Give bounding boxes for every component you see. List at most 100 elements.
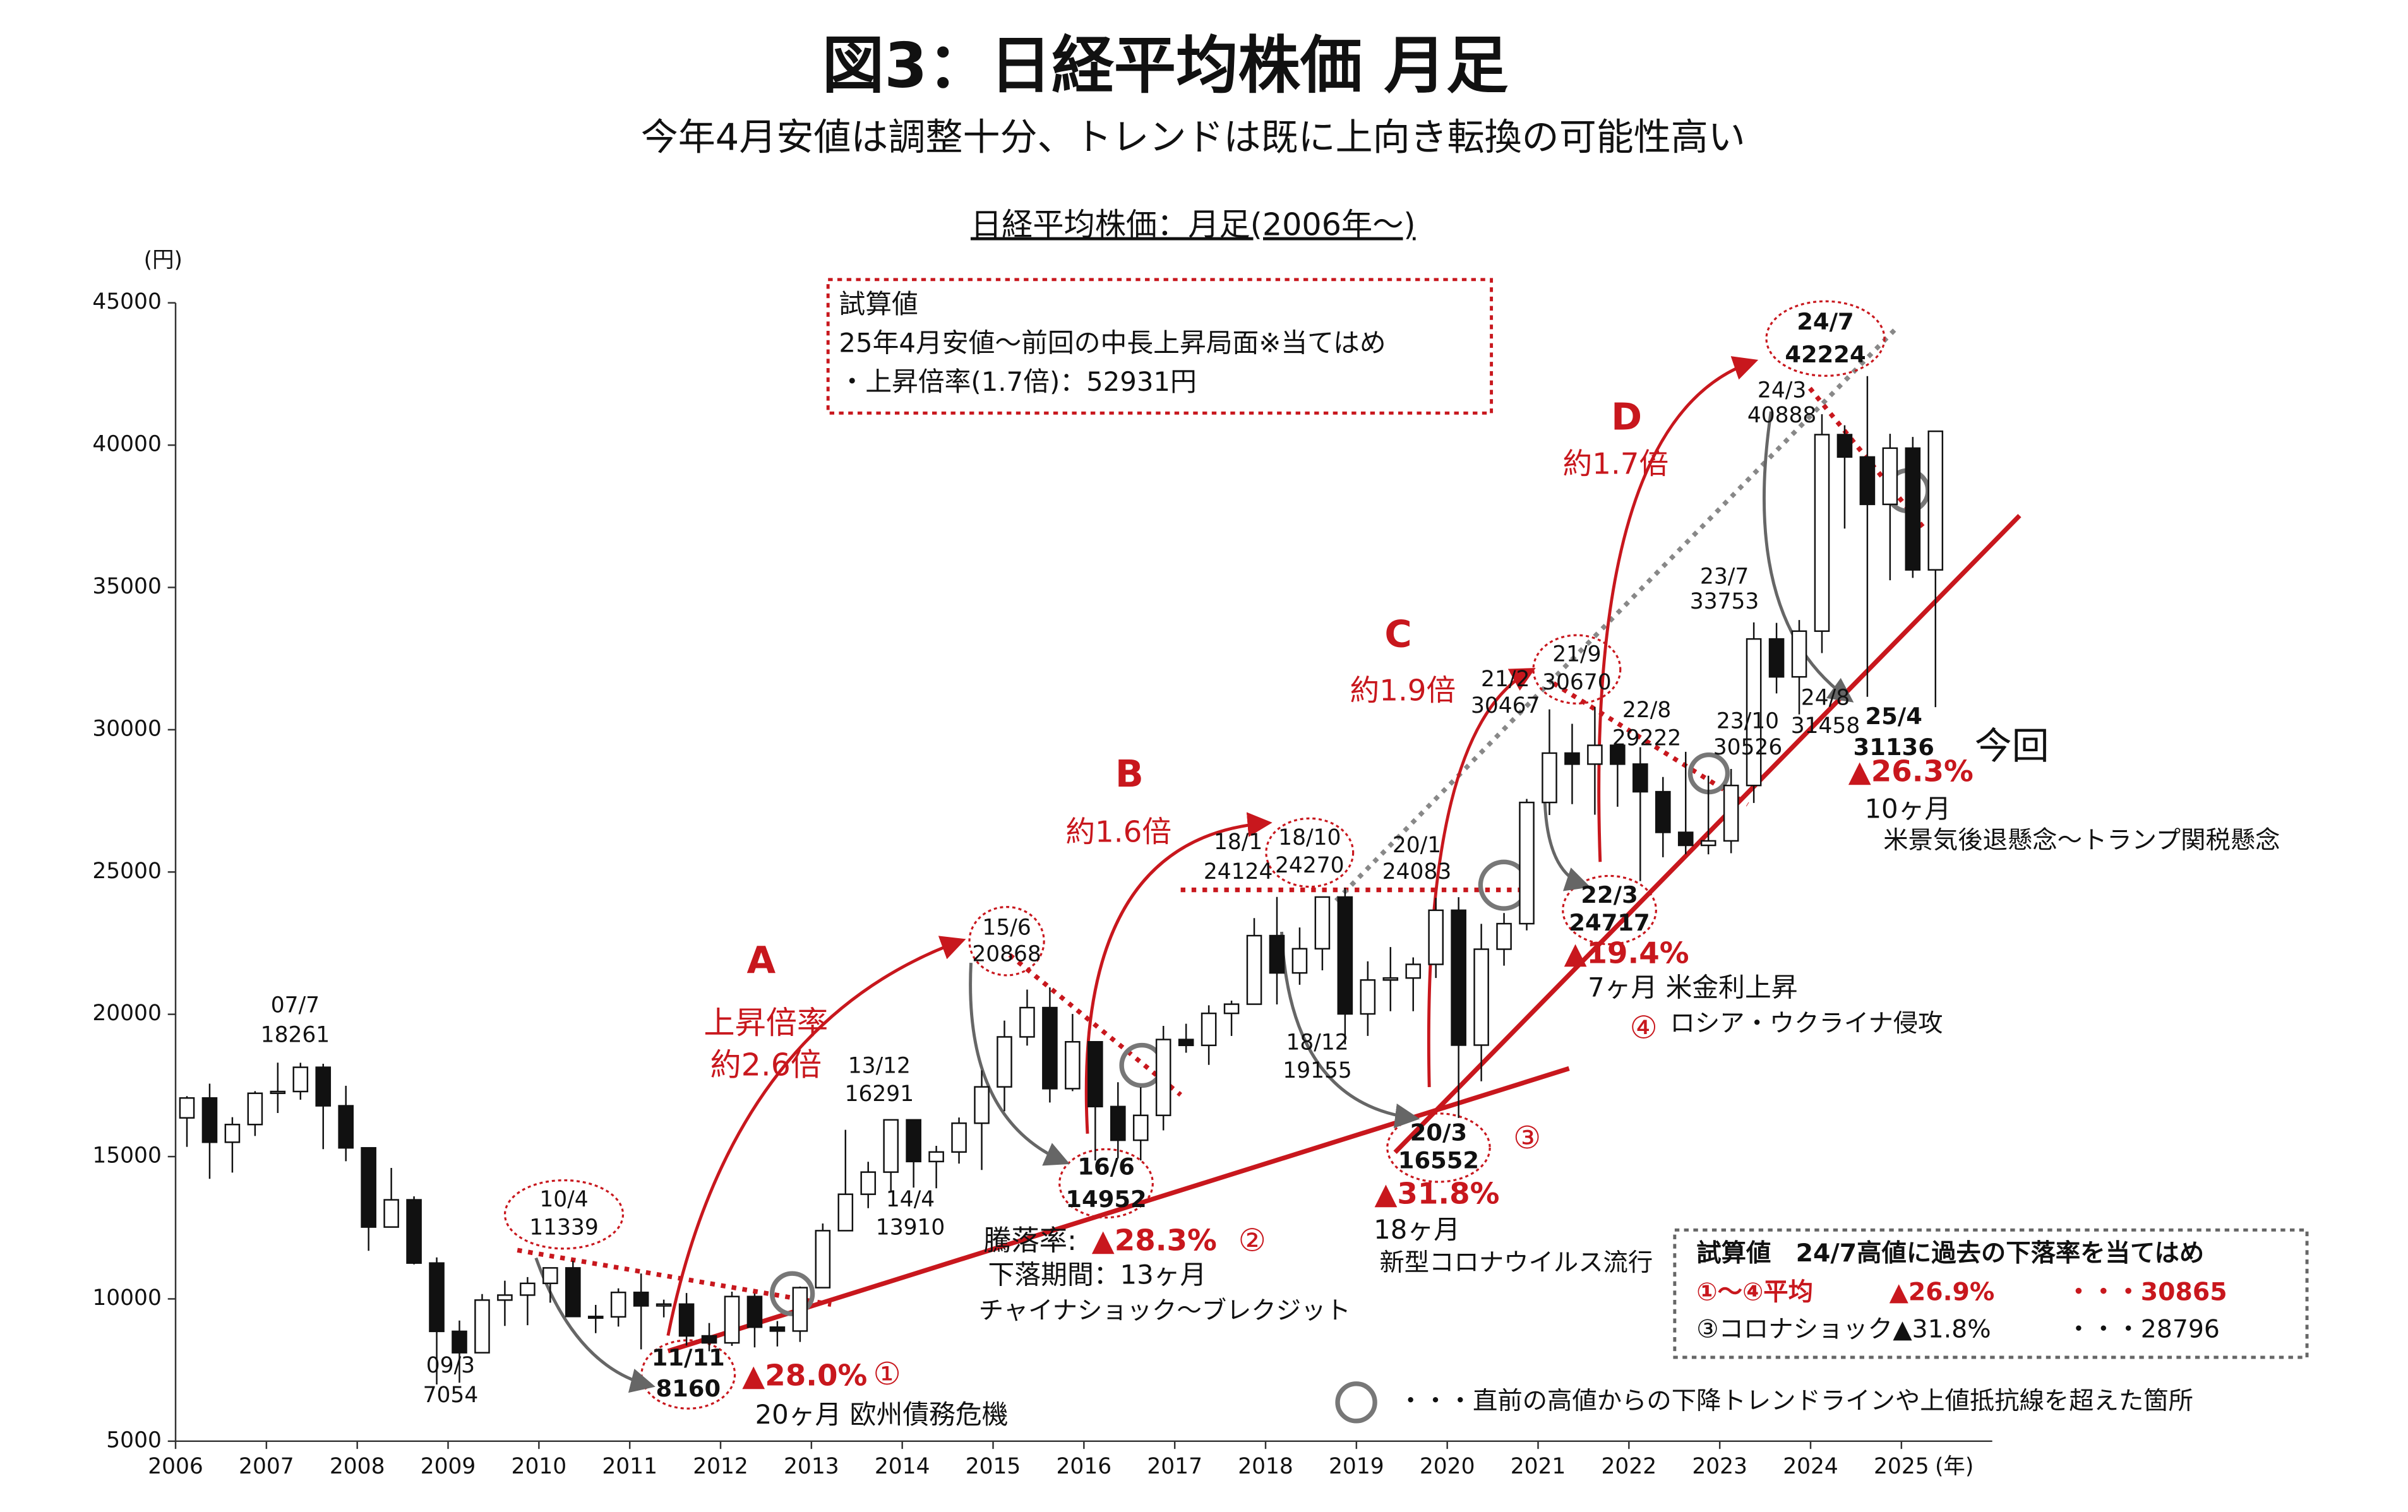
annotation: 16/6 [1077,1153,1134,1180]
x-tick-label: 2008 [330,1454,385,1479]
x-tick-label: 2025 [1874,1454,1929,1479]
x-tick-label: 2022 [1602,1454,1657,1479]
x-tick-label: 2006 [148,1454,203,1479]
annotation: 24124 [1204,859,1273,884]
candle-body [1700,840,1716,847]
candle-body [474,1299,490,1354]
candle-body [497,1294,513,1301]
candle-body [1314,896,1331,950]
candle-body [1405,963,1422,979]
annotation: 20ヶ月 欧州債務危機 [755,1399,1009,1430]
candle-body [1882,447,1898,506]
candle-body [1814,434,1830,632]
annotation: 19155 [1283,1058,1352,1083]
candle-body [1655,790,1671,833]
annotation: 18/1 [1214,830,1262,855]
y-tick-label: 20000 [92,1001,162,1026]
y-tick-label: 5000 [106,1427,162,1453]
annotation: 30670 [1542,670,1612,695]
annotation: 21/2 [1481,667,1530,692]
annotation: ・・・28796 [2066,1315,2220,1344]
candle-body [883,1119,899,1173]
annotation: 07/7 [271,993,320,1018]
annotation: A [747,938,776,982]
candle-body [678,1303,695,1337]
x-tick-label: 2011 [602,1454,657,1479]
candle-body [1496,922,1512,950]
y-tick-label: 10000 [92,1285,162,1311]
candle-body [1155,1039,1171,1116]
candle-body [542,1267,558,1285]
candle-body [1791,630,1807,678]
candle-body [1428,909,1444,965]
annotation: ③ [1513,1119,1541,1156]
annotation: 米景気後退懸念〜トランプ関税懸念 [1883,826,2280,855]
candle-body [1178,1039,1194,1047]
annotation: 13/12 [848,1053,911,1078]
annotation: ▲31.8% [1893,1315,1991,1344]
annotation: 31136 [1854,734,1934,761]
candle-body [860,1171,877,1195]
annotation: 18ヶ月 [1374,1214,1460,1245]
candle-body [792,1287,808,1332]
annotation: 25年4月安値〜前回の中長上昇局面※当てはめ [839,328,1386,359]
candle-body [633,1291,649,1307]
annotation: ▲19.4% [1564,936,1689,970]
annotation: 14952 [1065,1186,1146,1213]
candle-body [928,1151,944,1163]
candle-body [1542,752,1557,804]
annotation: ① [873,1355,901,1392]
x-tick-label: 2019 [1329,1454,1384,1479]
annotation: 11339 [529,1215,599,1240]
x-tick-label: 2024 [1783,1454,1838,1479]
annotation: 約2.6倍 [710,1046,822,1083]
annotation: 40888 [1747,403,1817,428]
candle-body [315,1066,332,1107]
annotation: 20/1 [1393,833,1441,858]
annotation: 33753 [1690,589,1759,614]
annotation: 24717 [1569,909,1650,936]
candle-body [1587,744,1603,765]
annotation: 24270 [1275,853,1345,878]
annotation: チャイナショック〜ブレクジット [979,1296,1351,1325]
y-tick-label: 15000 [92,1143,162,1169]
annotation: 約1.6倍 [1065,815,1171,849]
annotation: ② [1238,1222,1266,1258]
annotation: ④ [1630,1009,1658,1045]
candle-body [906,1119,921,1163]
candle-body [201,1097,218,1143]
annotation: 23/7 [1700,564,1749,590]
candle-body [429,1262,445,1333]
annotation: C [1384,612,1411,656]
candle-body [724,1295,740,1344]
candle-body [1768,638,1785,678]
candle-body [1836,434,1853,458]
candle-body [587,1316,604,1319]
annotation: 42224 [1785,341,1866,368]
y-tick-label: 30000 [92,716,162,741]
annotation: 7054 [423,1383,479,1408]
annotation: 31458 [1791,713,1860,739]
annotation: 20/3 [1410,1119,1467,1146]
candle-body [1927,430,1944,571]
x-tick-label: 2021 [1511,1454,1566,1479]
candle-body [406,1199,422,1264]
candle-body [951,1122,967,1153]
annotation: ロシア・ウクライナ侵攻 [1670,1009,1943,1038]
candle-body [1451,909,1466,1046]
candle-body [769,1326,786,1332]
candle-body [179,1097,195,1119]
annotation: ▲31.8% [1374,1177,1499,1211]
annotation: 21/9 [1552,642,1601,667]
y-tick-label: 40000 [92,432,162,457]
annotation: ▲28.0% [742,1359,867,1393]
candle-body [1132,1114,1149,1141]
x-tick-label: 2020 [1420,1454,1475,1479]
candle-body [1632,763,1648,793]
annotation: 新型コロナウイルス流行 [1379,1248,1653,1277]
candle-body [452,1330,467,1354]
annotation: 20868 [972,941,1041,967]
x-tick-label: 2009 [421,1454,476,1479]
annotation: ③コロナショック [1696,1315,1893,1344]
annotation: 30526 [1713,735,1783,760]
